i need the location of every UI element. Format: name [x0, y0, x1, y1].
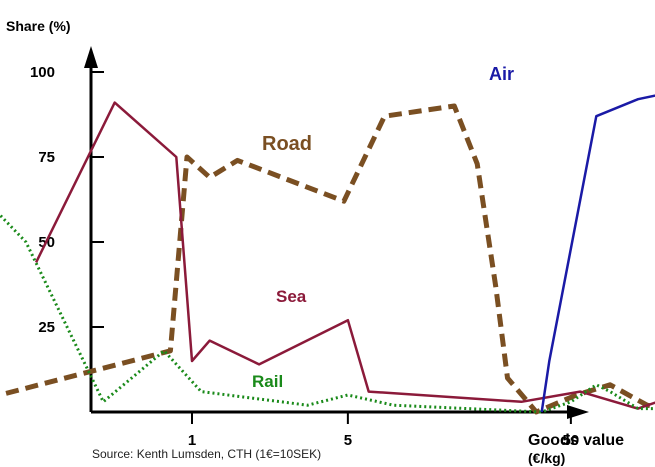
y-tick-label: 75: [38, 149, 55, 166]
x-tick-label: 1: [188, 432, 196, 449]
x-axis-arrow-icon: [567, 405, 589, 419]
y-tick-label: 25: [38, 319, 55, 336]
series-line-air: [540, 94, 655, 413]
x-axis-title-line1: Goods value: [528, 432, 624, 449]
series-label-sea: Sea: [276, 287, 307, 306]
series-label-road: Road: [262, 133, 312, 155]
axes: [84, 46, 589, 419]
series-line-sea: [34, 101, 655, 410]
series-line-road: [0, 103, 655, 415]
series-line-rail: [0, 212, 655, 414]
y-axis-title: Share (%): [6, 18, 71, 34]
series-label-rail: Rail: [252, 372, 283, 391]
x-axis-title-line2: (€/kg): [528, 450, 565, 466]
series-label-air: Air: [489, 64, 514, 84]
series-labels: Road Sea Rail Air: [252, 64, 514, 391]
y-axis-arrow-icon: [84, 46, 98, 68]
x-tick-label: 5: [344, 432, 352, 449]
source-note: Source: Kenth Lumsden, CTH (1€=10SEK): [92, 447, 321, 461]
series-lines: [0, 94, 655, 415]
y-tick-label: 100: [30, 64, 55, 81]
x-ticks: 1 5 50: [188, 412, 579, 449]
x-tick-label: 50: [563, 432, 580, 449]
